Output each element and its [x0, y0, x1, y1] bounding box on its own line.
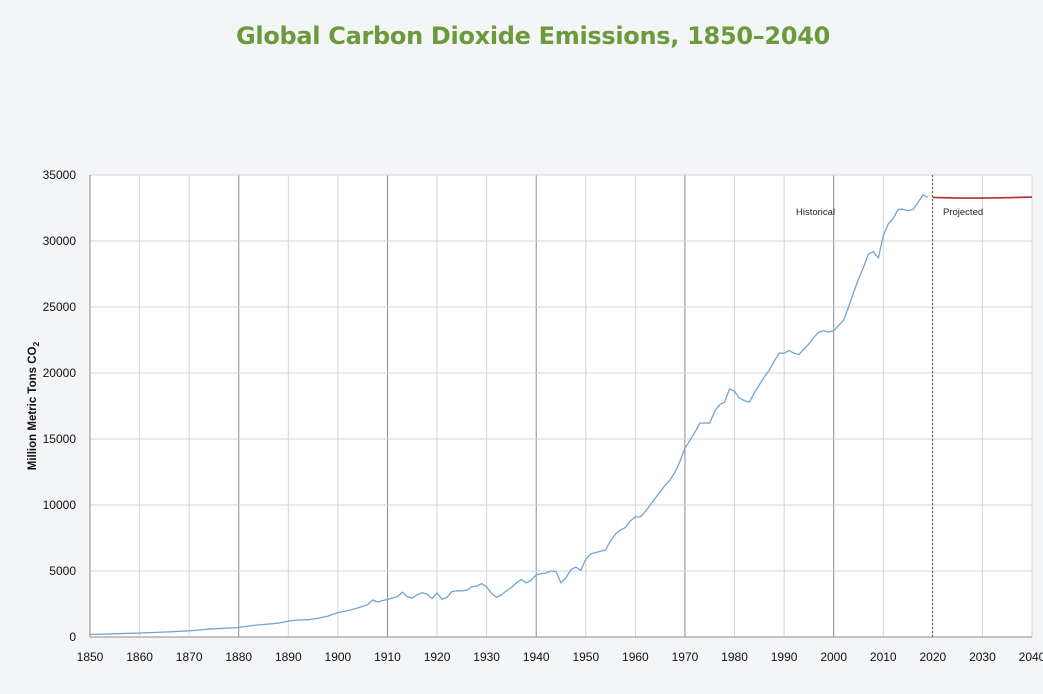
annotation-historical: Historical: [796, 207, 835, 218]
x-tick-label: 2000: [820, 650, 847, 664]
x-tick-label: 2040: [1019, 650, 1043, 664]
x-tick-labels: 1850 1860 1870 1880 1890 1900 1910 1920 1930 1940…: [77, 650, 1043, 664]
x-tick-label: 2010: [870, 650, 897, 664]
x-tick-label: 1970: [672, 650, 699, 664]
x-tick-label: 1870: [176, 650, 203, 664]
y-tick-label: 0: [69, 630, 76, 644]
x-tick-label: 1930: [473, 650, 500, 664]
x-tick-label: 2020: [919, 650, 946, 664]
x-tick-label: 1920: [424, 650, 451, 664]
x-tick-label: 1950: [572, 650, 599, 664]
x-tick-label: 1980: [721, 650, 748, 664]
x-tick-label: 1890: [275, 650, 302, 664]
x-tick-label: 1990: [771, 650, 798, 664]
y-tick-label: 15000: [43, 432, 77, 446]
y-tick-label: 10000: [43, 498, 77, 512]
y-tick-label: 35000: [43, 168, 77, 182]
y-tick-label: 20000: [43, 366, 77, 380]
y-axis-label-subscript: 2: [31, 342, 41, 347]
x-tick-label: 1850: [77, 650, 104, 664]
y-tick-labels: 0 5000 10000 15000 20000 25000 30000 35000: [43, 168, 77, 644]
y-tick-label: 25000: [43, 300, 77, 314]
x-tick-label: 1900: [325, 650, 352, 664]
y-axis-label-main: Million Metric Tons CO: [27, 346, 39, 470]
x-tick-label: 1960: [622, 650, 649, 664]
y-tick-label: 30000: [43, 234, 77, 248]
annotation-projected: Projected: [943, 207, 983, 218]
series-line-historical: [89, 194, 929, 636]
series: [89, 194, 1033, 636]
x-tick-label: 2030: [969, 650, 996, 664]
series-line-projected: [932, 196, 1033, 199]
y-axis-label: Million Metric Tons CO2: [27, 342, 41, 471]
x-tick-label: 1880: [225, 650, 252, 664]
plot-background: [90, 175, 1032, 637]
x-tick-label: 1940: [523, 650, 550, 664]
chart-title: Global Carbon Dioxide Emissions, 1850–20…: [236, 22, 831, 50]
x-tick-label: 1910: [374, 650, 401, 664]
y-tick-label: 5000: [49, 564, 76, 578]
x-tick-label: 1860: [126, 650, 153, 664]
